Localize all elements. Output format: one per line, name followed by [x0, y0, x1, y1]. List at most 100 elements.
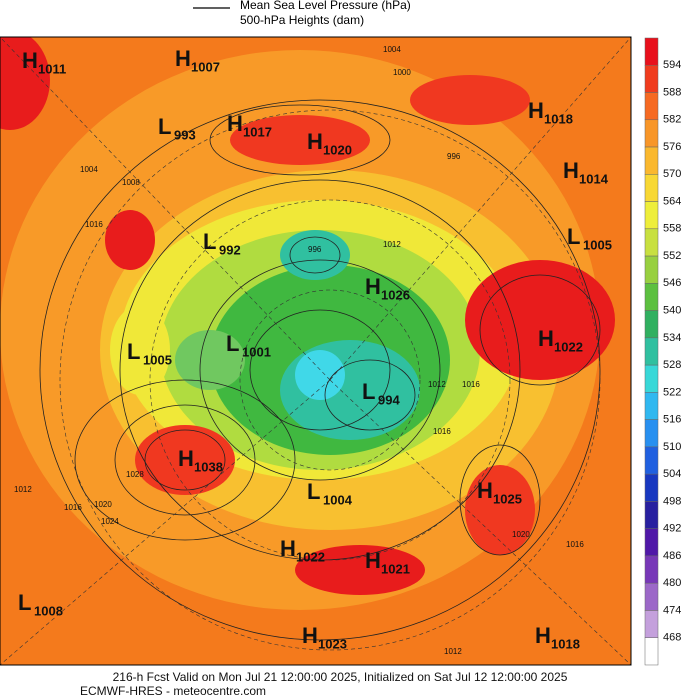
colorbar-swatch — [644, 446, 659, 475]
pressure-center-letter: H — [538, 326, 554, 351]
pressure-center-letter: L — [362, 379, 375, 404]
isobar-label: 1012 — [444, 647, 462, 656]
pressure-center-letter: L — [158, 114, 171, 139]
isobar-label: 1016 — [433, 427, 451, 436]
colorbar-swatch — [644, 174, 659, 202]
pressure-center-letter: H — [365, 274, 381, 299]
pressure-center-value: 1025 — [493, 491, 522, 506]
colorbar-swatch — [644, 528, 659, 557]
colorbar-label: 570 — [663, 168, 681, 180]
pressure-center-value: 1017 — [243, 124, 272, 139]
colorbar-swatch — [644, 92, 659, 121]
isobar-label: 1028 — [126, 470, 144, 479]
pressure-center-value: 1011 — [38, 61, 66, 76]
colorbar-swatch — [644, 364, 659, 393]
colorbar-swatch — [644, 310, 659, 339]
colorbar-label: 498 — [663, 495, 681, 507]
pressure-center-letter: L — [226, 331, 239, 356]
pressure-center-letter: H — [178, 446, 194, 471]
pressure-center-value: 993 — [174, 127, 196, 142]
isobar-label: 1008 — [122, 178, 140, 187]
pressure-center-letter: L — [127, 339, 140, 364]
pressure-center-value: 1018 — [544, 111, 573, 126]
pressure-center-letter: H — [302, 623, 318, 648]
colorbar-swatch — [644, 37, 659, 66]
isobar-label: 1020 — [512, 530, 530, 539]
pressure-center-value: 994 — [378, 392, 400, 407]
pressure-center-letter: H — [227, 111, 243, 136]
pressure-center-value: 1004 — [323, 492, 353, 507]
colorbar-swatch — [644, 637, 659, 666]
colorbar-swatch — [644, 201, 659, 230]
isobar-label: 1016 — [85, 220, 103, 229]
colorbar-swatch — [644, 337, 659, 366]
colorbar-label: 582 — [663, 114, 681, 126]
colorbar-swatch — [644, 119, 659, 148]
colorbar-label: 564 — [663, 195, 681, 207]
colorbar-label: 492 — [663, 523, 681, 535]
pressure-center-letter: H — [535, 623, 551, 648]
pressure-center-value: 1020 — [323, 142, 352, 157]
pressure-center-value: 1014 — [579, 171, 609, 186]
colorbar-label: 474 — [663, 604, 681, 616]
pressure-center-value: 1022 — [296, 549, 325, 564]
colorbar-label: 588 — [663, 86, 681, 98]
colorbar-label: 528 — [663, 359, 681, 371]
pressure-center-value: 1005 — [583, 237, 612, 252]
pressure-center-letter: L — [307, 479, 320, 504]
colorbar-label: 468 — [663, 632, 681, 644]
pressure-center-value: 1001 — [242, 344, 271, 359]
colorbar-label: 552 — [663, 250, 681, 262]
pressure-center-value: 1007 — [191, 59, 220, 74]
colorbar-label: 558 — [663, 223, 681, 235]
colorbar: 594 588 582 576 570 564 558 552 546 540 534 528 522 5… — [644, 37, 681, 666]
pressure-center-letter: L — [203, 229, 216, 254]
colorbar-swatch — [644, 582, 659, 611]
colorbar-label: 516 — [663, 414, 681, 426]
colorbar-label: 486 — [663, 550, 681, 562]
pressure-center-letter: H — [528, 98, 544, 123]
pressure-center-value: 1026 — [381, 287, 410, 302]
isobar-label: 1016 — [64, 503, 82, 512]
colorbar-label: 522 — [663, 386, 681, 398]
colorbar-label: 576 — [663, 141, 681, 153]
pressure-center-letter: H — [175, 46, 191, 71]
pressure-center-value: 992 — [219, 242, 241, 257]
colorbar-swatch — [644, 283, 659, 311]
pressure-center-value: 1021 — [381, 561, 410, 576]
colorbar-label: 510 — [663, 441, 681, 453]
isobar-label: 1012 — [383, 240, 401, 249]
isobar-label: 1000 — [393, 68, 411, 77]
pressure-center-letter: H — [477, 478, 493, 503]
colorbar-swatch — [644, 255, 659, 284]
colorbar-swatch — [644, 65, 659, 93]
isobar-label: 1016 — [566, 540, 584, 549]
colorbar-swatch — [644, 555, 659, 584]
pressure-center-value: 1008 — [34, 603, 63, 618]
colorbar-swatch — [644, 501, 659, 529]
colorbar-label: 540 — [663, 305, 681, 317]
pressure-center-letter: H — [307, 129, 323, 154]
map — [0, 36, 632, 666]
footer-text: 216-h Fcst Valid on Mon Jul 21 12:00:00 … — [113, 670, 568, 684]
pressure-center-letter: L — [567, 224, 580, 249]
isobar-label: 1016 — [462, 380, 480, 389]
isobar-label: 1012 — [428, 380, 446, 389]
colorbar-swatch — [644, 610, 659, 638]
pressure-center-letter: H — [22, 48, 38, 73]
colorbar-swatch — [644, 228, 659, 257]
pressure-center-letter: H — [280, 536, 296, 561]
colorbar-label: 546 — [663, 277, 681, 289]
pressure-center-letter: L — [18, 590, 31, 615]
isobar-label: 1024 — [101, 517, 119, 526]
isobar-label: 1012 — [14, 485, 32, 494]
colorbar-label: 480 — [663, 577, 681, 589]
pressure-center-letter: H — [563, 158, 579, 183]
colorbar-label: 504 — [663, 468, 681, 480]
colorbar-swatch — [644, 473, 659, 502]
isobar-label: 1004 — [383, 45, 401, 54]
colorbar-label: 534 — [663, 332, 681, 344]
pressure-center-value: 1022 — [554, 339, 583, 354]
colorbar-label: 594 — [663, 59, 681, 71]
